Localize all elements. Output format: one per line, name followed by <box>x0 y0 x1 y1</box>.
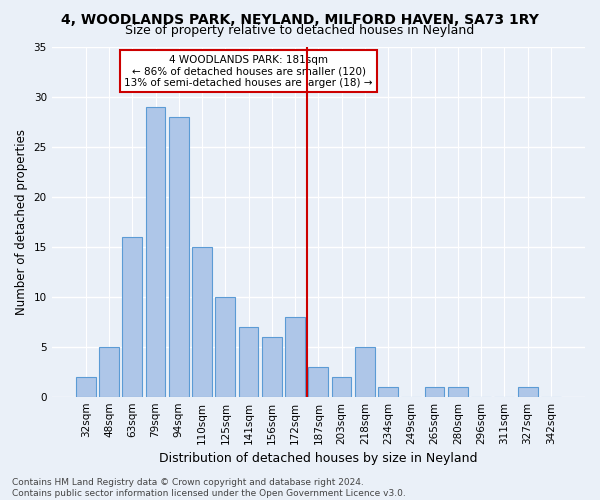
Y-axis label: Number of detached properties: Number of detached properties <box>15 128 28 314</box>
Bar <box>239 326 259 396</box>
Bar <box>308 366 328 396</box>
X-axis label: Distribution of detached houses by size in Neyland: Distribution of detached houses by size … <box>159 452 478 465</box>
Bar <box>425 386 445 396</box>
Bar <box>332 376 352 396</box>
Text: 4 WOODLANDS PARK: 181sqm
← 86% of detached houses are smaller (120)
13% of semi-: 4 WOODLANDS PARK: 181sqm ← 86% of detach… <box>124 54 373 88</box>
Bar <box>122 236 142 396</box>
Bar <box>99 346 119 397</box>
Text: Contains HM Land Registry data © Crown copyright and database right 2024.
Contai: Contains HM Land Registry data © Crown c… <box>12 478 406 498</box>
Bar <box>355 346 375 397</box>
Bar <box>146 106 166 397</box>
Bar <box>169 116 188 396</box>
Bar <box>378 386 398 396</box>
Bar <box>215 296 235 396</box>
Bar <box>285 316 305 396</box>
Bar <box>518 386 538 396</box>
Text: Size of property relative to detached houses in Neyland: Size of property relative to detached ho… <box>125 24 475 37</box>
Bar <box>192 246 212 396</box>
Text: 4, WOODLANDS PARK, NEYLAND, MILFORD HAVEN, SA73 1RY: 4, WOODLANDS PARK, NEYLAND, MILFORD HAVE… <box>61 12 539 26</box>
Bar <box>448 386 468 396</box>
Bar <box>76 376 95 396</box>
Bar <box>262 336 282 396</box>
